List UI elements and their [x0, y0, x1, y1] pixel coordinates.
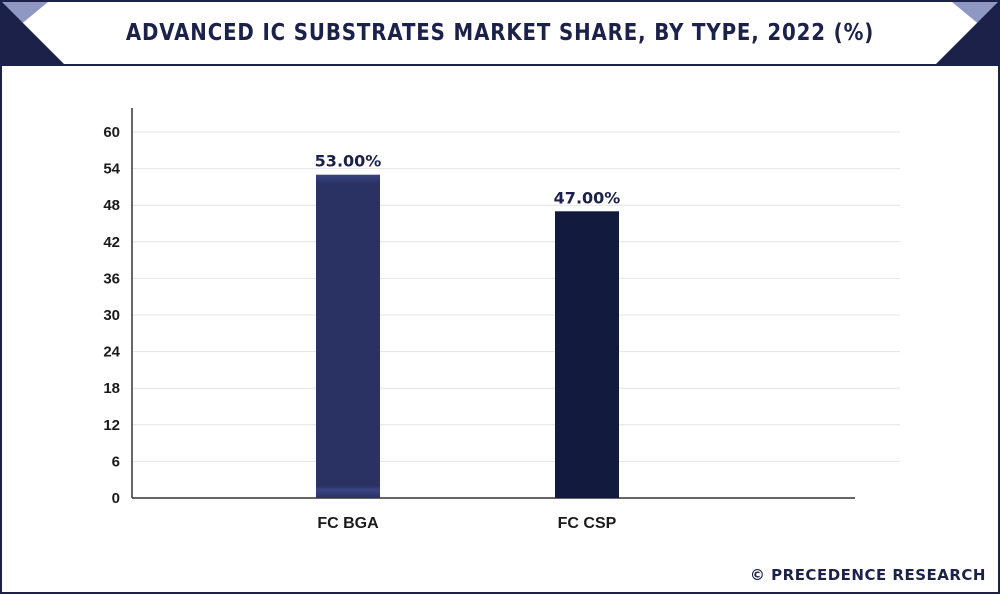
y-tick-label: 0: [112, 490, 120, 507]
y-tick-label: 54: [103, 161, 120, 178]
x-category-label: FC CSP: [558, 515, 617, 532]
x-category-label: FC BGA: [317, 515, 379, 532]
header-banner: ADVANCED IC SUBSTRATES MARKET SHARE, BY …: [2, 2, 998, 66]
y-tick-label: 18: [103, 380, 120, 397]
copyright-footer: © PRECEDENCE RESEARCH: [749, 566, 986, 584]
y-tick-label: 48: [103, 197, 120, 214]
chart-title: ADVANCED IC SUBSTRATES MARKET SHARE, BY …: [125, 20, 875, 46]
header-corner-right: [936, 2, 998, 64]
y-tick-label: 60: [103, 124, 120, 141]
y-tick-label: 24: [103, 344, 120, 361]
bar-data-label: 53.00%: [315, 152, 382, 171]
y-tick-label: 30: [103, 307, 120, 324]
y-tick-label: 36: [103, 270, 120, 287]
y-tick-label: 42: [103, 234, 120, 251]
bar: [316, 174, 380, 498]
bar-data-label: 47.00%: [554, 188, 621, 207]
y-tick-label: 6: [112, 453, 120, 470]
y-tick-label: 12: [103, 417, 120, 434]
header-corner-left: [2, 2, 64, 64]
bar: [555, 211, 619, 499]
